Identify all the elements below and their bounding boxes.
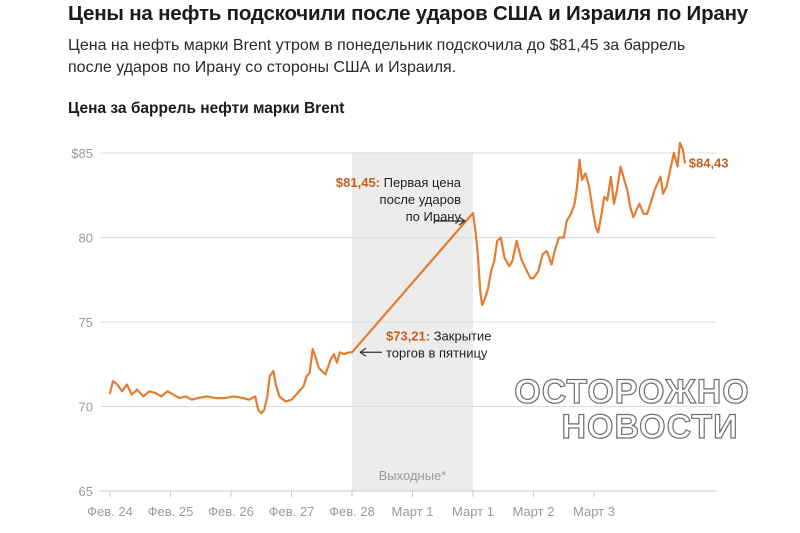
x-tick-label: Фев. 24 [87, 504, 133, 519]
y-axis-ticks: 65 70 75 80 $85 [71, 146, 93, 499]
watermark-line-2: НОВОСТИ [561, 408, 738, 446]
subhead-line-1: Цена на нефть марки Brent утром в понеде… [68, 37, 686, 54]
annotations: $84,43 $81,45: Первая цена после ударов по … [336, 156, 729, 361]
series-layer [108, 141, 686, 415]
x-axis-ticks: Фев. 24 Фев. 25 Фев. 26 Фев. 27 Фев. 28 Март … [87, 491, 615, 519]
gridlines [100, 152, 716, 492]
y-tick-label: 80 [79, 231, 93, 246]
annotation-first-price-arrowhead [458, 216, 466, 226]
annotation-friday-arrowhead [359, 347, 367, 357]
y-tick-label: 70 [79, 400, 93, 415]
x-tick-label: Фев. 27 [269, 504, 315, 519]
annotation-friday-close: $73,21: Закрытие [386, 328, 492, 343]
page-subhead: Цена на нефть марки Brent утром в понеде… [68, 35, 748, 79]
annotation-first-price: $81,45: Первая цена [336, 175, 462, 190]
x-tick-label: Март 2 [513, 504, 555, 519]
page-headline: Цены на нефть подскочили после ударов СШ… [68, 2, 748, 25]
annotation-first-price-line: после ударов [380, 192, 462, 207]
annotation-first-price-value: $81,45: [336, 175, 384, 190]
x-tick-label: Март 1 [392, 504, 434, 519]
x-tick-label: Фев. 28 [329, 504, 375, 519]
annotation-friday-text: Закрытие [434, 328, 492, 343]
annotation-friday-line: торгов в пятницу [386, 345, 488, 360]
y-tick-label: $85 [71, 146, 93, 161]
annotation-first-price-text: Первая цена [384, 175, 462, 190]
x-tick-label: Фев. 26 [208, 504, 254, 519]
watermark-line-1: ОСТОРОЖНО [514, 373, 749, 411]
x-tick-label: Фев. 25 [148, 504, 194, 519]
y-tick-label: 65 [79, 484, 93, 499]
annotation-friday-value: $73,21: [386, 328, 434, 343]
x-tick-label: Март 1 [452, 504, 494, 519]
annotation-first-price-line: по Ирану [406, 209, 462, 224]
subhead-line-2: после ударов по Ирану со стороны США и И… [68, 59, 457, 76]
y-tick-label: 75 [79, 315, 93, 330]
chart-title: Цена за баррель нефти марки Brent [68, 100, 345, 117]
x-tick-label: Март 3 [573, 504, 615, 519]
brent-price-line [108, 141, 686, 415]
end-value-label: $84,43 [689, 156, 729, 171]
weekend-label: Выходные* [379, 468, 447, 483]
